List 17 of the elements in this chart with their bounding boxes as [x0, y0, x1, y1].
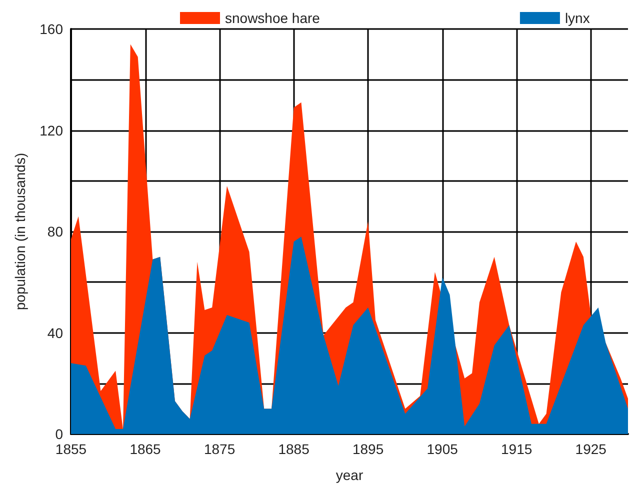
x-axis-title: year: [336, 467, 364, 483]
x-tick-label: 1875: [204, 441, 236, 457]
x-tick-label: 1865: [130, 441, 162, 457]
y-tick-label: 80: [47, 224, 64, 240]
y-tick-label: 0: [55, 426, 64, 442]
legend-label: lynx: [564, 10, 590, 26]
x-tick-label: 1905: [426, 441, 458, 457]
legend-label: snowshoe hare: [225, 10, 320, 26]
x-tick-label: 1915: [501, 441, 532, 457]
y-tick-label: 40: [47, 324, 64, 341]
y-axis-title: population (in thousands): [12, 152, 28, 310]
y-tick-label: 160: [40, 21, 64, 37]
y-tick-label: 120: [40, 122, 64, 138]
x-tick-label: 1885: [278, 441, 310, 457]
x-tick-label: 1895: [352, 441, 384, 457]
x-tick-label: 1925: [575, 441, 607, 457]
x-tick-label: 1855: [55, 441, 87, 457]
